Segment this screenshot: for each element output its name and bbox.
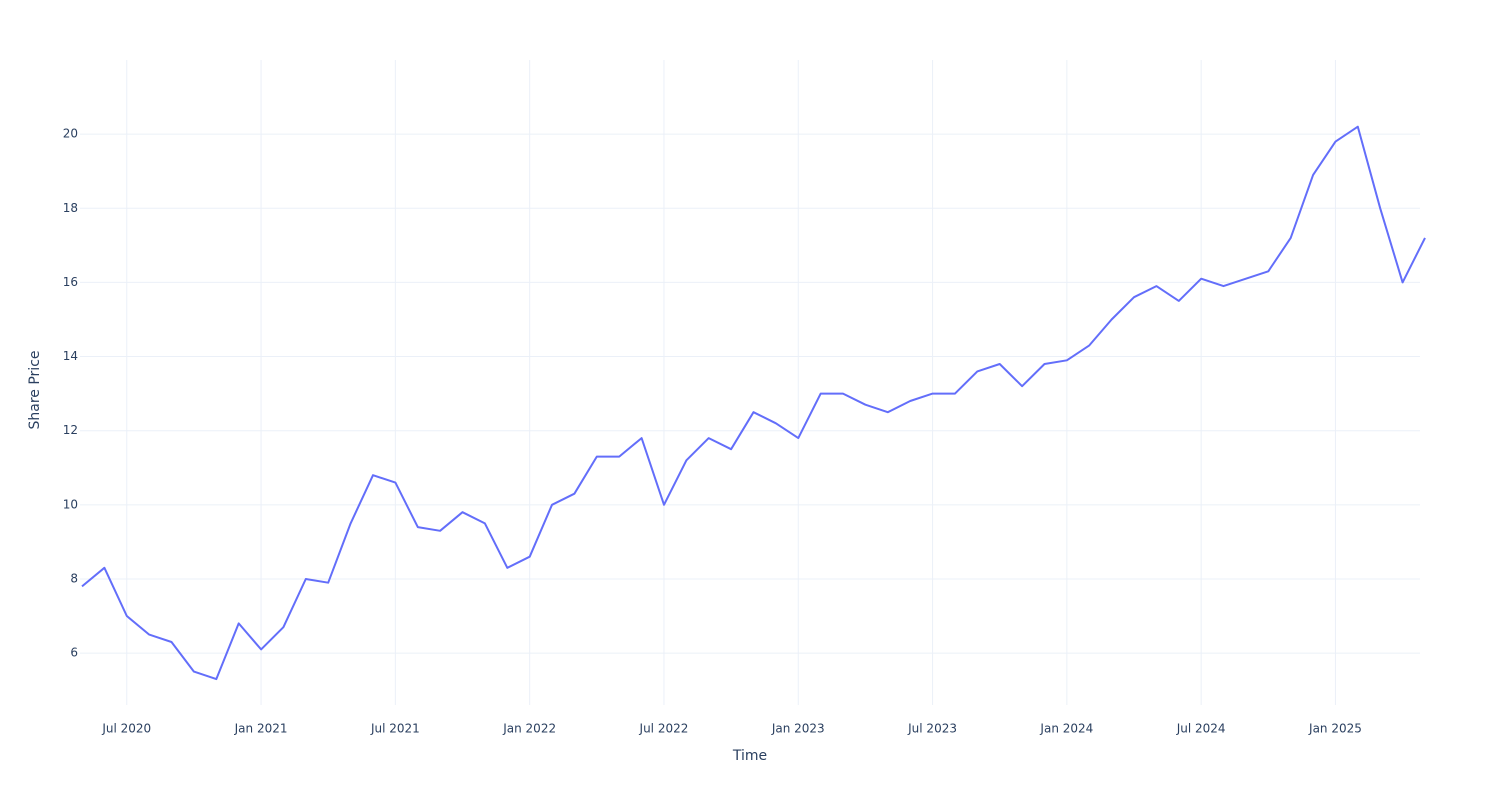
x-tick-label: Jul 2024 — [1176, 722, 1226, 736]
x-tick-label: Jul 2022 — [639, 722, 689, 736]
x-tick-label: Jul 2023 — [907, 722, 957, 736]
y-tick-label: 10 — [63, 497, 78, 511]
x-axis-title: Time — [732, 748, 767, 764]
y-tick-label: 20 — [63, 127, 78, 141]
x-tick-label: Jan 2023 — [771, 722, 825, 736]
y-tick-label: 14 — [63, 349, 78, 363]
y-tick-label: 18 — [63, 201, 78, 215]
y-tick-label: 6 — [70, 646, 78, 660]
x-tick-label: Jul 2021 — [370, 722, 420, 736]
y-tick-label: 12 — [63, 423, 78, 437]
y-axis-title: Share Price — [27, 350, 43, 429]
x-tick-label: Jan 2025 — [1308, 722, 1362, 736]
x-tick-label: Jan 2024 — [1039, 722, 1093, 736]
x-tick-label: Jul 2020 — [101, 722, 151, 736]
x-tick-label: Jan 2022 — [502, 722, 556, 736]
price-line — [81, 125, 1426, 681]
y-tick-label: 16 — [63, 275, 78, 289]
x-tick-label: Jan 2021 — [234, 722, 288, 736]
y-tick-label: 8 — [70, 571, 78, 585]
